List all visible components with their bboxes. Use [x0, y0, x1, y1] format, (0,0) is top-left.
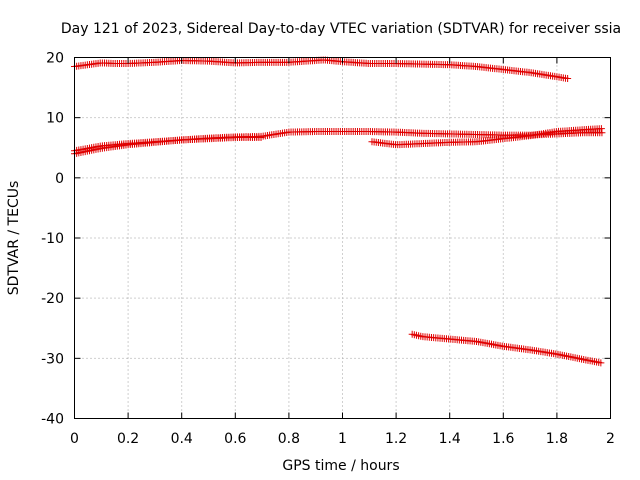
series-track-D: [368, 125, 605, 149]
y-tick-labels: -40 -30 -20 -10 0 10 20: [41, 51, 64, 428]
x-tick-label: 1.8: [546, 431, 568, 447]
y-tick-label: 0: [55, 171, 64, 187]
x-tick-label: 0: [70, 431, 79, 447]
y-tick-label: 10: [46, 111, 64, 127]
series-track-B: [71, 128, 606, 155]
data-point-marker: [598, 129, 606, 137]
series-track-E: [408, 330, 605, 367]
x-tick-label: 1.2: [385, 431, 407, 447]
data-point-marker: [597, 359, 605, 367]
grid: [74, 57, 611, 419]
x-tick-label: 1.4: [439, 431, 461, 447]
x-tick-labels: 0 0.2 0.4 0.6 0.8 1 1.2 1.4 1.6 1.8 2: [70, 431, 615, 447]
series-track-C: [71, 134, 265, 158]
x-tick-label: 0.6: [224, 431, 246, 447]
y-axis-label: SDTVAR / TECUs: [6, 181, 22, 296]
axis-ticks: [74, 57, 611, 419]
x-axis-label: GPS time / hours: [282, 458, 399, 474]
y-tick-label: -10: [41, 231, 64, 247]
y-tick-label: -20: [41, 291, 64, 307]
data-points: [71, 56, 606, 367]
x-tick-label: 1.6: [492, 431, 514, 447]
y-tick-label: 20: [46, 51, 64, 67]
data-point-marker: [257, 134, 265, 142]
x-tick-label: 0.2: [117, 431, 139, 447]
x-tick-label: 0.8: [278, 431, 300, 447]
y-tick-label: -30: [41, 351, 64, 367]
data-point-marker: [564, 75, 572, 83]
y-tick-label: -40: [41, 412, 64, 428]
series-track-A: [71, 56, 572, 83]
data-point-marker: [597, 125, 605, 133]
chart-title: Day 121 of 2023, Sidereal Day-to-day VTE…: [61, 21, 621, 37]
x-tick-label: 0.4: [171, 431, 193, 447]
x-tick-label: 2: [606, 431, 615, 447]
x-tick-label: 1: [338, 431, 347, 447]
